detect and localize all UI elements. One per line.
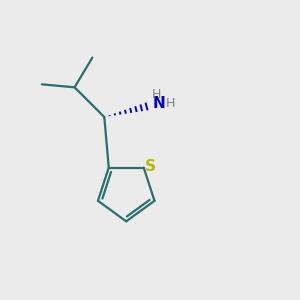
Text: H: H xyxy=(166,97,175,110)
Text: S: S xyxy=(145,160,156,175)
Text: N: N xyxy=(153,96,166,111)
Text: H: H xyxy=(152,88,162,101)
